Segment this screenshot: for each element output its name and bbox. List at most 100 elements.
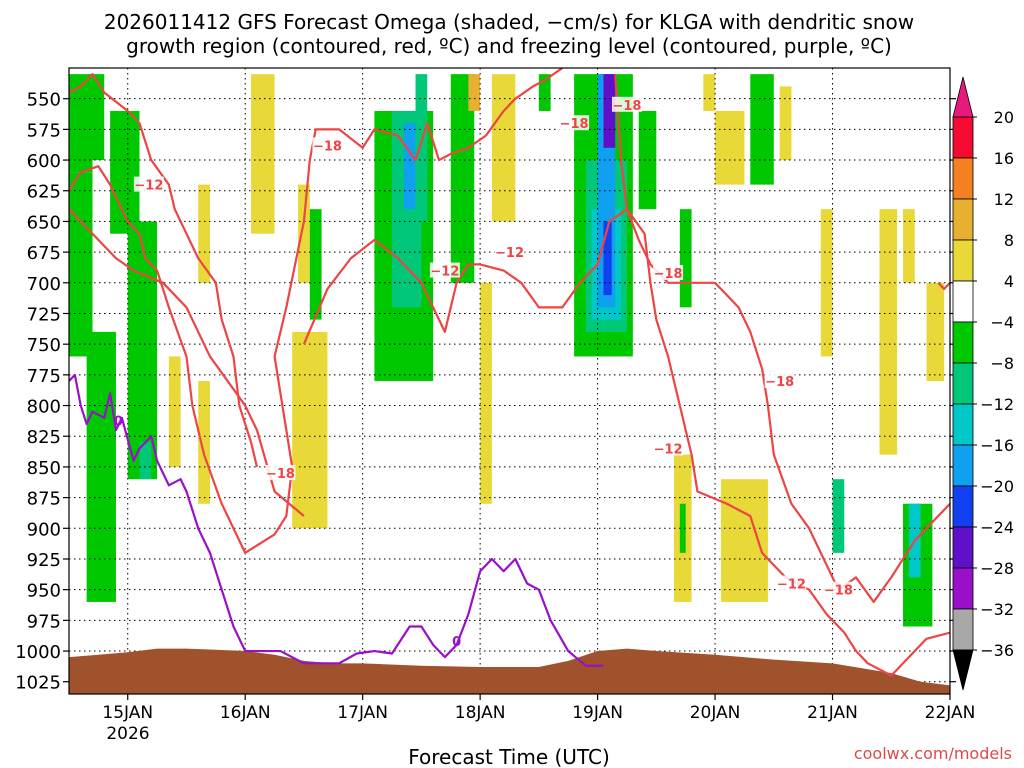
omega-patch [603,74,616,148]
freezing-contour-label: 0 [452,635,461,650]
dgz-contour-label: −12 [134,179,163,194]
y-tick-label: 550 [27,90,61,111]
dgz-label-bg [133,176,164,192]
omega-patch [491,74,516,222]
dgz-contour-label: −12 [430,265,459,280]
colorbar: 20 16 12 8 4 −4 −8 −12 −16 −20 −24 −28 −32 −36 [952,76,1014,691]
dgz-contour-line [937,282,950,291]
terrain-fill [69,648,950,694]
omega-patch [198,381,210,504]
dgz-contours: −18 −12 −18 −12 −12 −18 −18 −18 −12 −18 −12 −18 [69,68,950,677]
omega-patch [679,503,686,553]
colorbar-swatch [952,608,974,651]
y-tick-label: 950 [27,581,61,602]
x-tick-label: 18JAN [455,703,506,723]
dgz-label-bg [265,465,296,481]
colorbar-label: 8 [1004,231,1014,250]
colorbar-label: 20 [994,108,1014,127]
dgz-contour-label: −18 [824,584,853,599]
colorbar-swatch [952,526,974,569]
y-tick-label: 975 [27,611,61,632]
dgz-label-bg [494,244,525,260]
colorbar-label: 12 [994,190,1014,209]
omega-patch [86,74,105,161]
omega-patch [603,221,612,296]
y-tick-label: 1025 [15,673,61,694]
colorbar-swatch [952,362,974,405]
freezing-contour-label: 0 [114,414,123,429]
omega-patch [403,123,416,210]
x-tick-label: 15JAN [102,703,153,723]
omega-patch [251,74,275,234]
y-tick-label: 650 [27,212,61,233]
colorbar-swatch [952,444,974,487]
omega-patch [820,209,833,357]
omega-patch [309,209,322,320]
dgz-contour-label: −18 [266,467,295,482]
omega-patch [926,282,945,381]
dgz-contour-label: −18 [612,99,641,114]
colorbar-swatch [952,403,974,446]
omega-patch [168,356,181,467]
colorbar-label: 16 [994,149,1014,168]
y-tick-label: 725 [27,304,61,325]
omega-patch [903,209,915,283]
colorbar-label: −16 [980,436,1014,455]
colorbar-swatch [952,239,974,282]
colorbar-label: −8 [990,354,1014,373]
omega-patch [292,331,328,529]
dgz-contour-label: −18 [654,267,683,282]
omega-patch [638,110,657,210]
omega-patch [750,74,774,185]
dgz-label-bg [611,96,642,112]
y-axis: 550 575 600 625 650 675 700 725 750 775 800 825 850 8… [15,90,956,694]
x-tick-label: 22JAN [925,703,976,723]
dgz-contour-line [69,208,305,517]
dgz-contour-label: −12 [777,578,806,593]
y-tick-label: 575 [27,120,61,141]
dgz-label-bg [776,575,807,591]
chart-title-line2: growth region (contoured, red, ºC) and f… [126,34,892,58]
y-tick-label: 925 [27,550,61,571]
dgz-contour-label: −18 [313,139,342,154]
x-tick-label: 17JAN [337,703,388,723]
omega-patch [715,110,745,185]
y-tick-label: 775 [27,366,61,387]
omega-patch [298,184,310,283]
omega-patch [450,74,475,283]
omega-patch [86,331,116,602]
colorbar-swatch [952,567,974,610]
y-tick-label: 675 [27,243,61,264]
omega-patch [779,86,792,161]
omega-patch [720,479,768,602]
x-tick-label: 16JAN [220,703,271,723]
omega-patch [538,74,551,111]
omega-patch [198,184,210,283]
colorbar-swatch [952,116,974,159]
colorbar-swatch [952,157,974,200]
dgz-contour-line [614,74,950,604]
y-tick-label: 875 [27,489,61,510]
omega-patch [69,172,93,357]
colorbar-swatch [952,485,974,528]
dgz-label-bg [559,115,590,131]
colorbar-top-arrow [952,76,974,118]
colorbar-swatch [952,321,974,364]
dgz-label-bg [653,264,684,280]
omega-patch [415,74,428,222]
y-tick-label: 850 [27,458,61,479]
colorbar-label: −32 [980,600,1014,619]
dgz-label-bg [429,262,460,278]
y-tick-label: 800 [27,397,61,418]
dgz-contour-label: −18 [560,117,589,132]
colorbar-label: −20 [980,477,1014,496]
dgz-contour-line [69,68,563,554]
y-tick-label: 1000 [15,642,61,663]
x-axis-title: Forecast Time (UTC) [408,745,610,768]
omega-patch [157,209,169,381]
colorbar-label: −12 [980,395,1014,414]
x-tick-label: 21JAN [807,703,858,723]
dgz-contour-label: −12 [654,443,683,458]
omega-shading [69,74,945,627]
